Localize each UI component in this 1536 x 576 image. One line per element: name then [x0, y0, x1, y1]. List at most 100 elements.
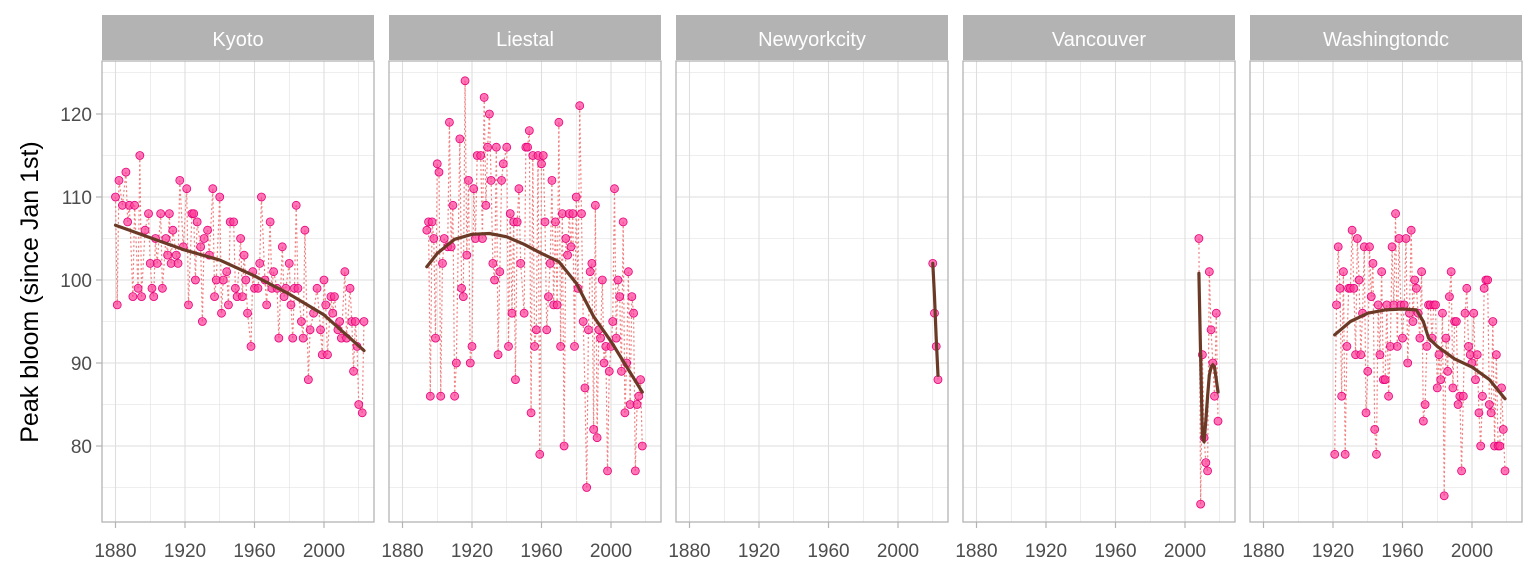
- data-point: [1420, 400, 1430, 409]
- gridlines: [676, 61, 948, 522]
- data-point: [1368, 258, 1378, 268]
- gridlines: [963, 61, 1235, 522]
- data-point: [303, 375, 313, 385]
- connector-segment: [344, 271, 348, 339]
- data-point: [608, 317, 618, 326]
- data-point: [524, 126, 534, 136]
- data-point: [1337, 391, 1347, 401]
- connector-segment: [539, 163, 543, 455]
- data-point: [554, 117, 564, 127]
- data-point: [300, 225, 310, 235]
- connector-segment: [1353, 288, 1357, 355]
- data-point: [425, 391, 435, 401]
- data-point: [112, 300, 122, 310]
- connector-segment: [433, 238, 437, 339]
- data-point: [552, 300, 562, 310]
- connector-segment: [1443, 338, 1447, 496]
- data-point: [464, 175, 473, 185]
- connector-segment: [499, 180, 503, 272]
- facet-liestal: Liestal 1880 1920 1960 2000: [381, 15, 662, 562]
- connector-segment: [591, 263, 595, 430]
- data-point: [590, 200, 600, 210]
- data-point: [171, 250, 181, 260]
- connector-segment: [182, 188, 188, 247]
- facet-strip-label: Washingtondc: [1323, 29, 1449, 51]
- data-point: [222, 267, 232, 277]
- data-point: [297, 317, 306, 326]
- connector-segment: [139, 155, 143, 297]
- data-point: [427, 217, 437, 227]
- data-point: [559, 441, 569, 451]
- connector-segment: [622, 221, 626, 413]
- data-point: [538, 151, 548, 160]
- data-point: [1391, 209, 1400, 219]
- data-point: [1403, 358, 1413, 368]
- data-point: [1211, 308, 1221, 318]
- connector-segment: [434, 163, 438, 339]
- data-point: [1436, 375, 1446, 385]
- connector-segment: [194, 221, 198, 281]
- data-point: [253, 283, 263, 293]
- x-tick-label: 1920: [1025, 541, 1067, 562]
- data-point: [497, 175, 506, 185]
- x-tick-label: 2000: [590, 541, 632, 562]
- data-point: [1387, 242, 1397, 252]
- connector-segment: [1440, 313, 1444, 380]
- connector-segment: [116, 180, 120, 305]
- connector-segment: [593, 205, 596, 430]
- data-point: [568, 209, 578, 219]
- connector-segment: [528, 130, 532, 413]
- data-point: [1330, 449, 1340, 459]
- data-point: [535, 449, 545, 459]
- facet-newyorkcity: Newyorkcity 1880 1920 1960 2000: [668, 15, 949, 562]
- connector-segment: [1499, 387, 1503, 447]
- data-point: [1457, 466, 1466, 476]
- connector-segment: [161, 238, 167, 289]
- data-point: [545, 258, 555, 268]
- connector-segment: [361, 321, 365, 413]
- data-point: [147, 283, 157, 293]
- data-point: [323, 350, 332, 360]
- data-point: [288, 333, 298, 343]
- data-point: [208, 184, 218, 194]
- connector-segment: [307, 329, 311, 380]
- data-point: [1347, 225, 1357, 235]
- data-point: [445, 117, 454, 127]
- connector-segment: [632, 313, 636, 471]
- facet-strip-label: Kyoto: [212, 29, 263, 51]
- data-point: [488, 258, 498, 268]
- data-point: [584, 325, 593, 335]
- connector-segment: [1393, 213, 1397, 305]
- connector-segment: [1389, 246, 1393, 347]
- data-point: [604, 366, 614, 376]
- data-point: [164, 209, 174, 219]
- data-point: [1406, 225, 1416, 235]
- connector-segment: [1403, 238, 1407, 305]
- data-point: [1445, 292, 1454, 302]
- data-point: [1401, 234, 1411, 243]
- data-point: [1210, 391, 1219, 401]
- connector-segment: [1335, 246, 1339, 305]
- connector-segment: [140, 230, 146, 297]
- connector-segment: [518, 188, 522, 264]
- panel-border: [675, 60, 949, 523]
- y-tick-label: 120: [60, 105, 92, 126]
- facet-strip: [963, 15, 1235, 60]
- connector-segments: [426, 80, 643, 488]
- connector-segment: [481, 97, 485, 239]
- panel-border: [388, 60, 662, 523]
- data-point: [455, 134, 465, 144]
- data-point: [1333, 242, 1343, 252]
- connector-segment: [1210, 329, 1214, 364]
- data-point: [448, 200, 458, 210]
- data-point: [137, 292, 146, 302]
- connector-segment: [1405, 238, 1409, 364]
- data-point: [1431, 300, 1440, 310]
- connector-segment: [356, 346, 360, 405]
- connector-segment: [605, 346, 609, 471]
- connector-segment: [351, 321, 355, 372]
- connector-segment: [1384, 304, 1388, 380]
- data-point: [203, 225, 212, 235]
- x-tick-label: 2000: [303, 541, 345, 562]
- connector-segment: [1480, 396, 1484, 447]
